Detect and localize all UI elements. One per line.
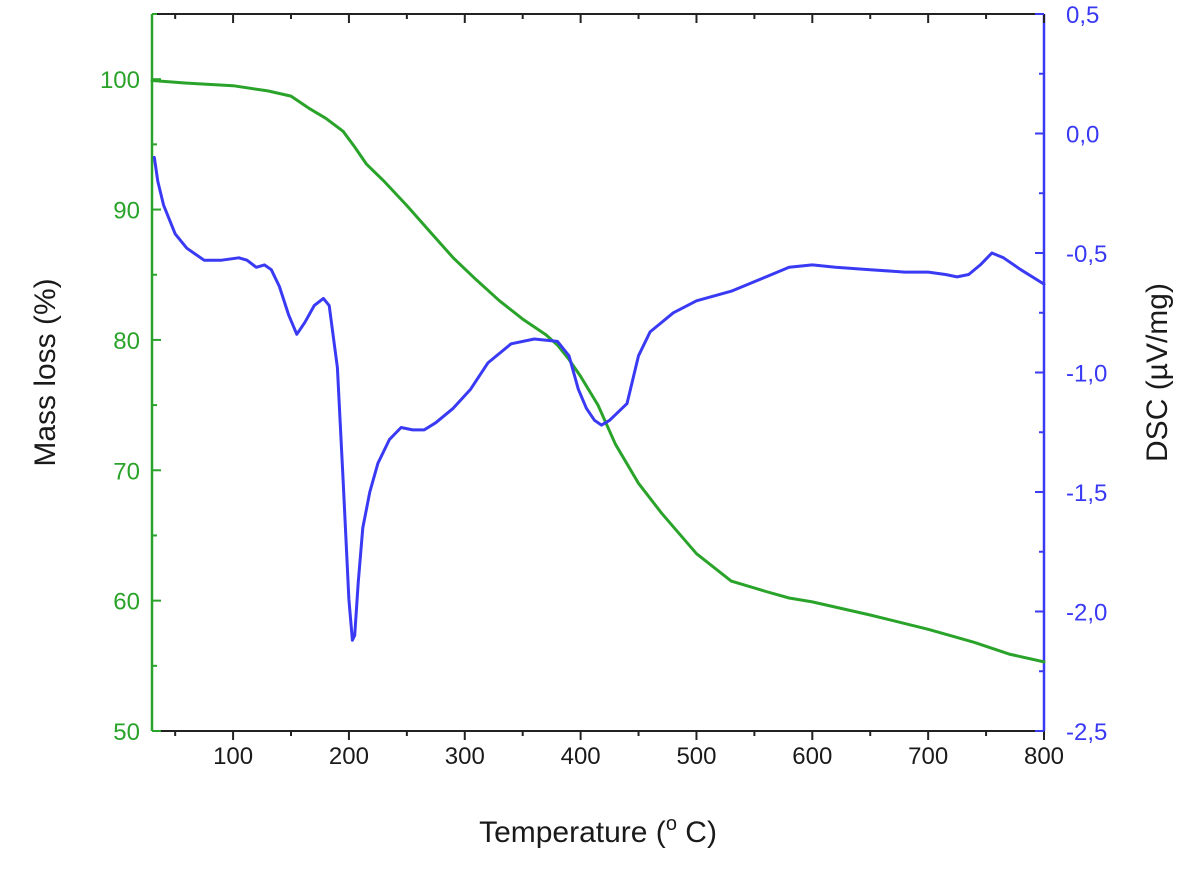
y-right-tick-label: -1,0 (1066, 361, 1107, 388)
y-right-tick-label: 0,0 (1066, 122, 1099, 149)
y-left-tick-label: 60 (113, 589, 140, 616)
y-left-tick-label: 70 (113, 458, 140, 485)
y-left-tick-label: 100 (100, 67, 140, 94)
x-tick-label: 600 (792, 743, 832, 770)
x-tick-label: 300 (445, 743, 485, 770)
y-left-tick-label: 50 (113, 719, 140, 746)
x-tick-label: 400 (561, 743, 601, 770)
y-right-tick-label: -1,5 (1066, 480, 1107, 507)
x-tick-label: 500 (676, 743, 716, 770)
x-axis-title: Temperature (o C) (479, 813, 717, 849)
x-tick-label: 700 (908, 743, 948, 770)
y-right-tick-label: -2,0 (1066, 600, 1107, 627)
x-tick-label: 800 (1024, 743, 1064, 770)
dsc-line (152, 155, 1046, 642)
y-right-tick-label: 0,5 (1066, 2, 1099, 29)
y-right-axis-title: DSC (µV/mg) (1141, 283, 1174, 462)
y-left-axis-title: Mass loss (%) (29, 278, 62, 466)
x-tick-label: 200 (329, 743, 369, 770)
y-right-tick-label: -2,5 (1066, 719, 1107, 746)
mass-loss-line (150, 79, 1046, 664)
y-left-tick-label: 90 (113, 198, 140, 225)
x-tick-label: 100 (213, 743, 253, 770)
y-right-tick-label: -0,5 (1066, 241, 1107, 268)
y-left-tick-label: 80 (113, 328, 140, 355)
